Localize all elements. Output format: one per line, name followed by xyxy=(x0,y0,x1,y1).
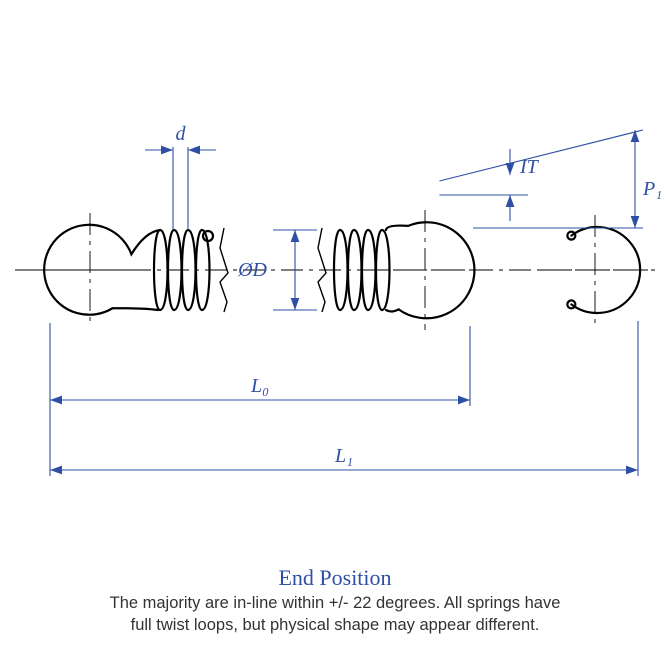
svg-text:L₁: L₁ xyxy=(334,445,353,467)
caption-body: The majority are in-line within +/- 22 d… xyxy=(0,592,670,637)
svg-text:P₁: P₁ xyxy=(642,178,662,200)
caption-title: End Position xyxy=(0,565,670,591)
svg-text:ØD: ØD xyxy=(237,259,267,281)
hook-third-crosshair xyxy=(540,215,650,325)
caption-line2: full twist loops, but physical shape may… xyxy=(131,616,540,634)
svg-text:IT: IT xyxy=(519,156,540,178)
svg-text:d: d xyxy=(176,123,187,145)
hook-left-crosshair xyxy=(33,213,147,327)
caption-line1: The majority are in-line within +/- 22 d… xyxy=(110,594,561,612)
hook-right-crosshair xyxy=(365,210,485,330)
svg-text:L₀: L₀ xyxy=(250,375,269,397)
